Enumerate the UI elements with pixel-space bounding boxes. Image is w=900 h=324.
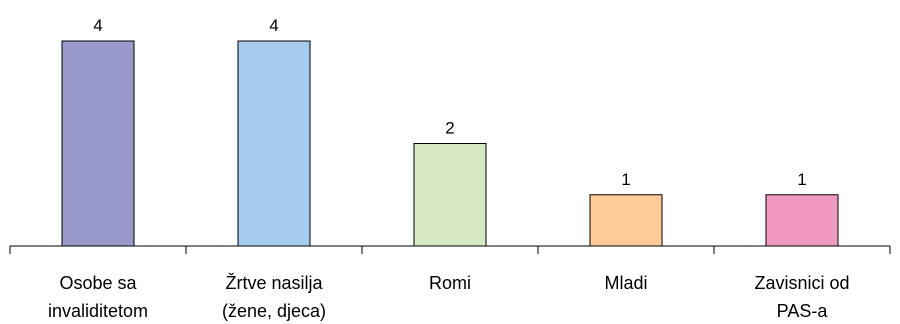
category-label: (žene, djeca) (222, 301, 326, 321)
bar (413, 143, 487, 247)
bar (765, 194, 839, 247)
data-label: 1 (621, 170, 630, 189)
category-label: Mladi (604, 273, 647, 293)
bar (589, 194, 663, 247)
category-labels: Osobe sa invaliditetom Žrtve nasilja (žene,… (48, 273, 850, 321)
bar (237, 40, 311, 247)
x-axis (9, 245, 891, 254)
category-label: Zavisnici od (754, 273, 849, 293)
category-label: Žrtve nasilja (225, 273, 323, 293)
category-label: Romi (429, 273, 471, 293)
value-labels: 4 4 2 1 1 (93, 16, 806, 189)
bars (61, 40, 839, 247)
data-label: 4 (93, 16, 102, 35)
category-label: PAS-a (777, 301, 829, 321)
data-label: 4 (269, 16, 278, 35)
data-label: 2 (445, 119, 454, 138)
category-label: Osobe sa (59, 273, 137, 293)
data-label: 1 (797, 170, 806, 189)
bar (61, 40, 135, 247)
category-label: invaliditetom (48, 301, 148, 321)
